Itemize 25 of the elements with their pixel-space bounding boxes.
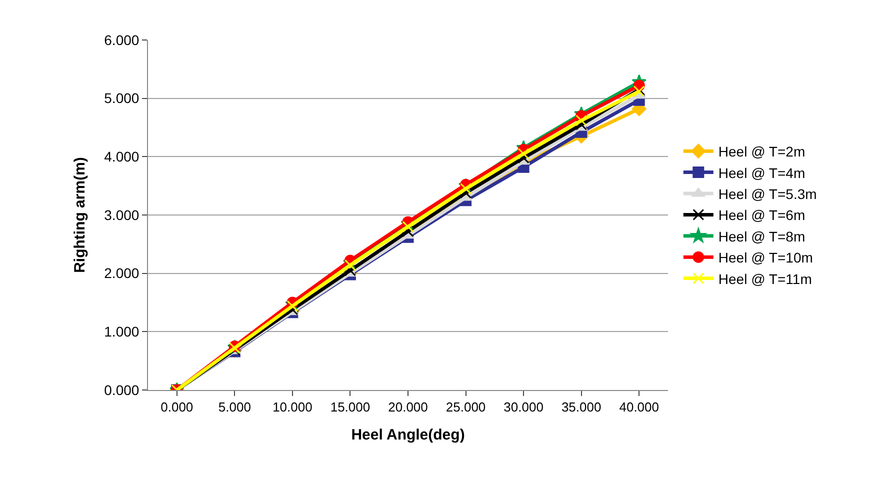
legend-label: Heel @ T=6m: [718, 207, 806, 224]
x-tick-label: 40.000: [619, 400, 659, 415]
x-axis-title: Heel Angle(deg): [351, 426, 465, 444]
legend-label: Heel @ T=4m: [718, 164, 806, 181]
x-tick-label: 35.000: [561, 400, 602, 415]
legend-label: Heel @ T=2m: [718, 144, 806, 160]
x-tick-label: 20.000: [388, 400, 428, 415]
y-tick-label: 6.000: [104, 32, 140, 48]
y-tick-label: 4.000: [104, 148, 140, 165]
y-tick-label: 3.000: [104, 206, 140, 223]
legend-label: Heel @ T=10m: [718, 250, 813, 266]
x-tick-label: 15.000: [330, 400, 370, 415]
legend-label: Heel @ T=11m: [718, 270, 812, 287]
x-tick-label: 10.000: [272, 400, 312, 415]
x-tick-label: 25.000: [446, 400, 486, 415]
y-tick-label: 2.000: [104, 265, 140, 282]
x-tick-label: 0.000: [160, 400, 194, 415]
y-tick-label: 1.000: [104, 324, 140, 340]
legend-label: Heel @ T=5.3m: [718, 186, 817, 202]
legend-label: Heel @ T=8m: [718, 228, 806, 244]
y-axis-title: Righting arm(m): [71, 157, 88, 273]
y-tick-label: 5.000: [104, 90, 140, 106]
x-tick-label: 5.000: [218, 400, 251, 415]
y-tick-label: 0.000: [104, 382, 140, 398]
x-tick-label: 30.000: [504, 400, 544, 415]
